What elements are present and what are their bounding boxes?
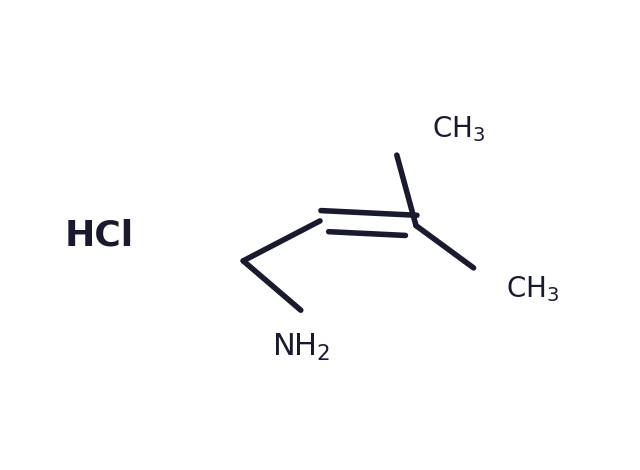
Text: NH$_2$: NH$_2$ <box>271 332 330 363</box>
Text: CH$_3$: CH$_3$ <box>432 114 485 144</box>
Text: HCl: HCl <box>65 218 134 252</box>
Text: CH$_3$: CH$_3$ <box>506 274 559 304</box>
